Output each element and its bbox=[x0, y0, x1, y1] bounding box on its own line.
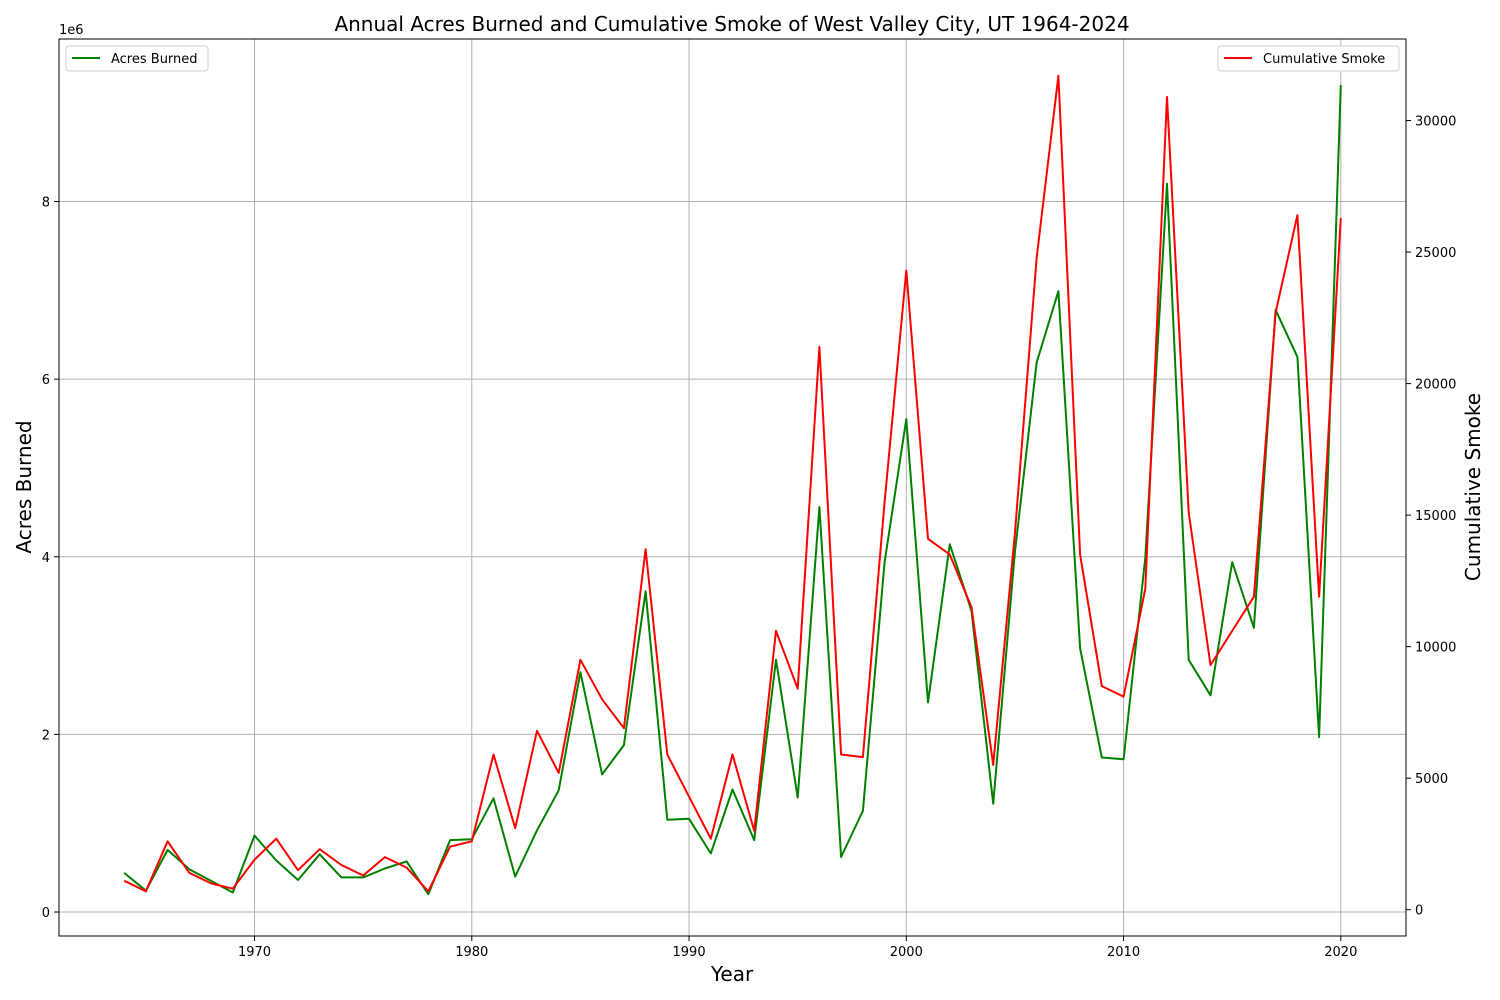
x-tick-label: 1980 bbox=[455, 945, 488, 960]
series-lines bbox=[123, 74, 1342, 896]
left-axis-multiplier: 1e6 bbox=[59, 23, 84, 38]
right-y-tick-label: 25000 bbox=[1415, 246, 1456, 261]
legend-box-right bbox=[1217, 45, 1400, 72]
x-axis-title: Year bbox=[710, 962, 754, 986]
left-y-axis-title: Acres Burned bbox=[12, 420, 36, 553]
left-y-tick-label: 2 bbox=[42, 728, 50, 743]
x-tick-label: 2000 bbox=[890, 945, 923, 960]
series-line-cumulative-smoke bbox=[123, 74, 1342, 893]
right-y-axis: 0 5000 10000 15000 20000 25000 30000 bbox=[1406, 115, 1456, 919]
series-line-acres-burned bbox=[123, 85, 1342, 896]
right-y-tick-label: 20000 bbox=[1415, 378, 1456, 393]
plot-frame bbox=[58, 38, 1407, 937]
x-tick-label: 1970 bbox=[238, 945, 271, 960]
legend-box-left bbox=[65, 45, 209, 72]
x-axis: 1970 1980 1990 2000 2010 2020 bbox=[238, 936, 1357, 960]
left-y-tick-label: 0 bbox=[42, 906, 50, 921]
x-tick-label: 1990 bbox=[673, 945, 706, 960]
legend-cumulative-smoke: Cumulative Smoke bbox=[1217, 45, 1400, 72]
legend-label-acres-burned: Acres Burned bbox=[111, 52, 198, 67]
left-y-tick-label: 4 bbox=[42, 551, 50, 566]
legend-label-cumulative-smoke: Cumulative Smoke bbox=[1263, 52, 1385, 67]
left-y-tick-label: 6 bbox=[42, 373, 50, 388]
right-y-tick-label: 10000 bbox=[1415, 641, 1456, 656]
left-y-tick-label: 8 bbox=[42, 196, 50, 211]
left-y-axis: 0 2 4 6 8 bbox=[42, 196, 59, 921]
right-y-tick-label: 0 bbox=[1415, 904, 1423, 919]
right-y-tick-label: 5000 bbox=[1415, 772, 1448, 787]
legend-acres-burned: Acres Burned bbox=[65, 45, 209, 72]
chart-title: Annual Acres Burned and Cumulative Smoke… bbox=[334, 12, 1129, 36]
right-y-axis-title: Cumulative Smoke bbox=[1461, 393, 1485, 581]
x-tick-label: 2010 bbox=[1107, 945, 1140, 960]
right-y-tick-label: 30000 bbox=[1415, 115, 1456, 130]
grid bbox=[59, 39, 1406, 936]
right-y-tick-label: 15000 bbox=[1415, 509, 1456, 524]
x-tick-label: 2020 bbox=[1324, 945, 1357, 960]
